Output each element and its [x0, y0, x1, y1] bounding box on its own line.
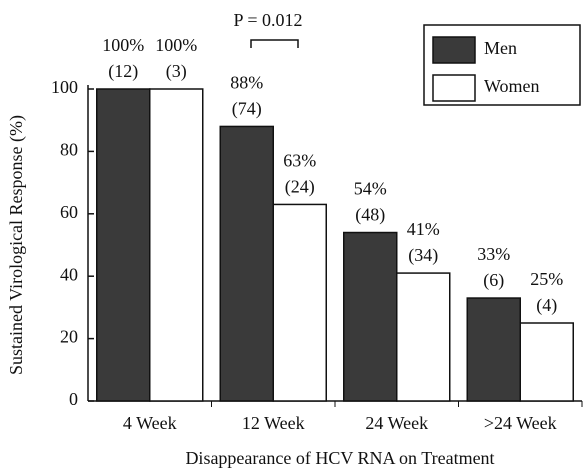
bar: [96, 88, 151, 402]
value-label: 25%: [530, 269, 563, 289]
count-label: (4): [536, 295, 557, 316]
legend-swatch: [432, 74, 476, 102]
y-tick-label: 100: [51, 77, 78, 97]
x-tick-label: 24 Week: [365, 413, 428, 433]
bar: [519, 322, 574, 402]
bar: [149, 88, 204, 402]
count-label: (48): [355, 205, 385, 226]
value-label: 88%: [230, 73, 263, 93]
value-label: 100%: [102, 35, 144, 55]
y-tick-label: 20: [60, 327, 78, 347]
y-axis-title: Sustained Virological Response (%): [6, 115, 27, 375]
count-label: (6): [483, 270, 504, 291]
y-tick-label: 60: [60, 202, 78, 222]
x-tick-label: 4 Week: [123, 413, 177, 433]
y-tick-label: 0: [69, 389, 78, 409]
value-label: 63%: [283, 151, 316, 171]
bar: [343, 231, 398, 402]
y-tick-label: 40: [60, 264, 78, 284]
x-tick-label: >24 Week: [484, 413, 557, 433]
count-label: (3): [166, 61, 187, 82]
count-label: (24): [285, 177, 315, 198]
bar: [272, 203, 327, 402]
legend-swatch: [432, 36, 476, 64]
count-label: (12): [108, 61, 138, 82]
y-tick-label: 80: [60, 140, 78, 160]
bar: [396, 272, 451, 402]
bracket: [250, 39, 299, 48]
bar: [466, 297, 521, 402]
value-label: 33%: [477, 244, 510, 264]
value-label: 41%: [407, 219, 440, 239]
legend-label: Women: [484, 76, 540, 96]
annotation: P = 0.012: [234, 10, 303, 30]
count-label: (34): [408, 245, 438, 266]
x-tick-label: 12 Week: [242, 413, 305, 433]
count-label: (74): [232, 99, 262, 120]
x-axis-title: Disappearance of HCV RNA on Treatment: [185, 448, 494, 468]
value-label: 54%: [354, 179, 387, 199]
legend-label: Men: [484, 38, 517, 58]
value-label: 100%: [155, 35, 197, 55]
bar: [219, 125, 274, 402]
